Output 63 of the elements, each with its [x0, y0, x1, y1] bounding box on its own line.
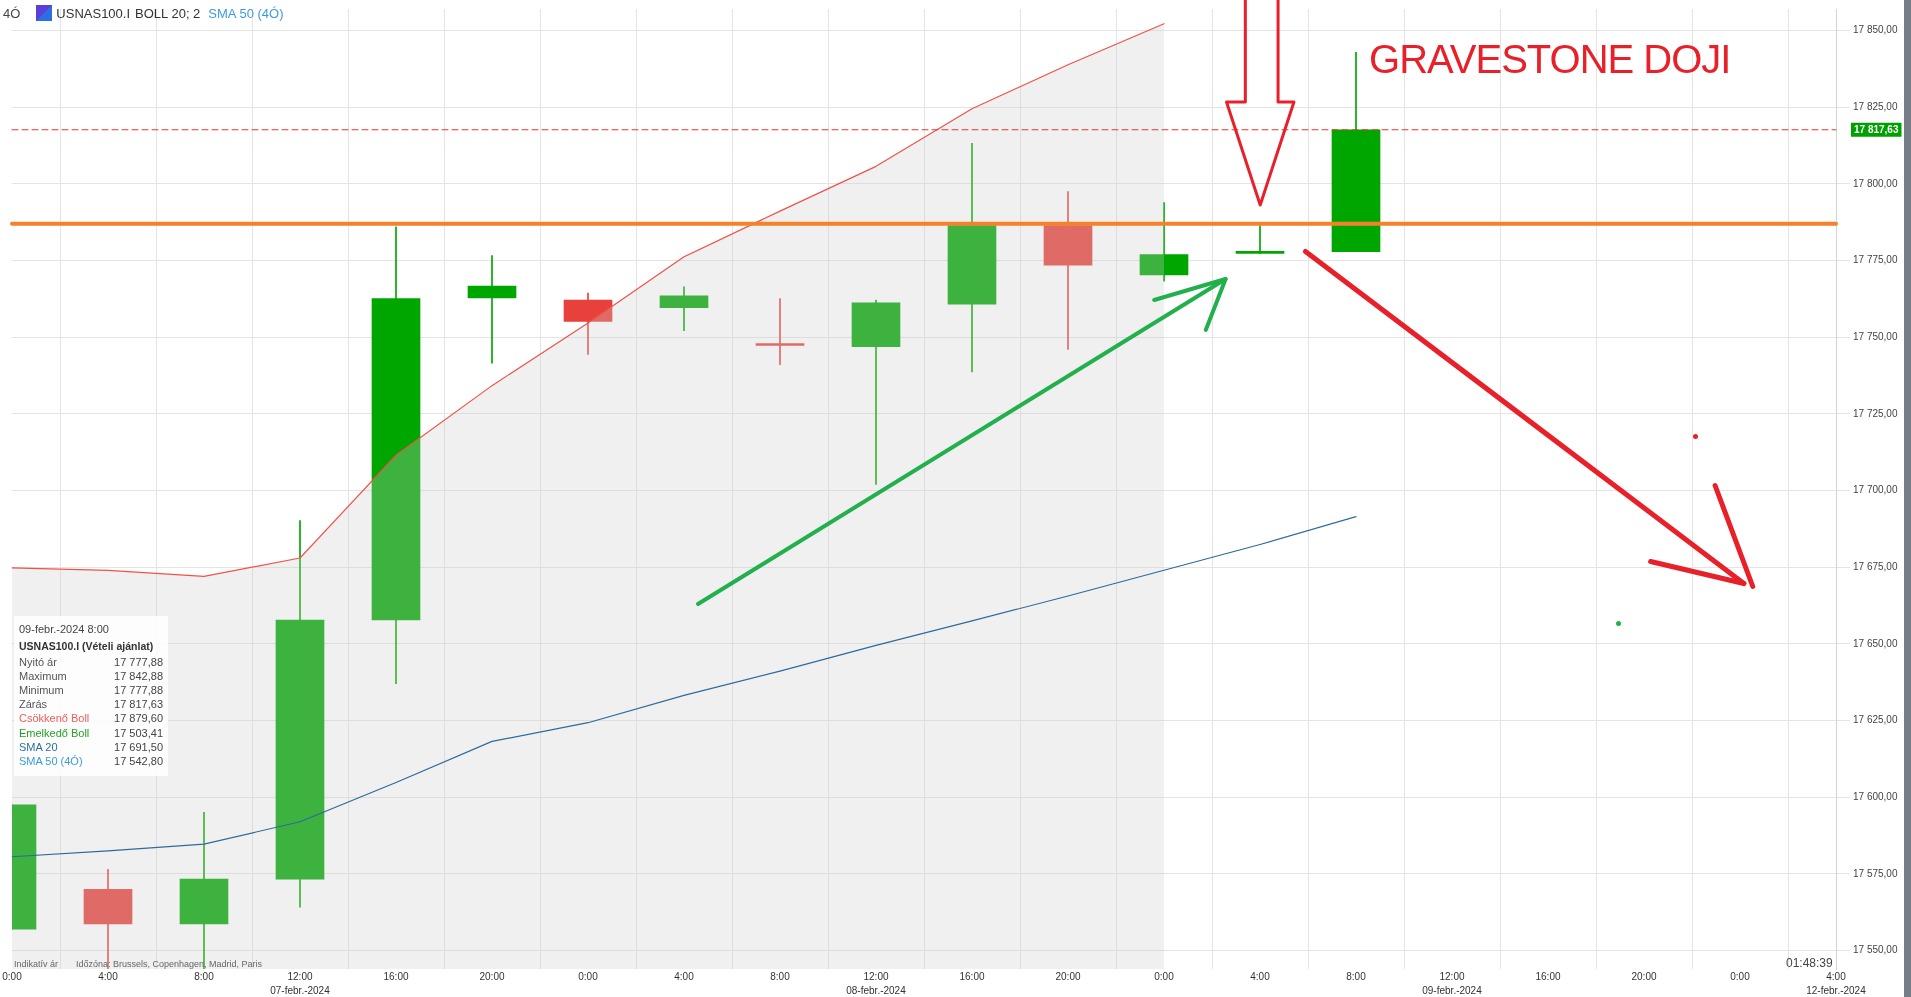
annotation: 17 691,50 [114, 740, 163, 753]
x-tick-label: 8:00 [1346, 970, 1367, 982]
y-tick-label: 17 850,00 [1853, 24, 1898, 36]
annotation: 17 777,88 [114, 683, 163, 696]
x-tick-label: 0:00 [578, 970, 599, 982]
annotation: Csökkenő Boll [19, 712, 90, 725]
annotation: 17 817,63 [114, 698, 163, 711]
candlestick [1235, 225, 1285, 254]
ref-line-label: 17 817,63 [1854, 124, 1899, 135]
candlestick [851, 299, 901, 485]
annotation: Zárás [19, 698, 48, 711]
annotation: Indikatív ár [14, 959, 59, 969]
annotation: 17 879,60 [114, 712, 163, 725]
annotation: Nyitó ár [19, 655, 57, 668]
y-tick-label: 17 725,00 [1853, 407, 1898, 419]
y-tick-label: 17 600,00 [1853, 790, 1898, 802]
x-tick-label: 0:00 [1730, 970, 1751, 982]
annotation: GRAVESTONE DOJI [1369, 37, 1731, 82]
y-tick-label: 17 800,00 [1853, 177, 1898, 189]
annotation: SMA 50 (4Ó) [19, 754, 83, 767]
annotation: 17 842,88 [114, 669, 163, 682]
annotation: Minimum [19, 683, 64, 696]
chart-title: 4Ó [3, 5, 21, 21]
x-tick-label: 0:00 [2, 970, 23, 982]
candlestick [755, 298, 805, 366]
annotation: Emelkedő Boll [19, 726, 90, 739]
x-tick-label: 8:00 [770, 970, 791, 982]
x-tick-label: 0:00 [1154, 970, 1175, 982]
y-tick-label: 17 575,00 [1853, 867, 1898, 879]
annotation: 17 542,80 [114, 754, 163, 767]
y-tick-label: 17 650,00 [1853, 637, 1898, 649]
chart-subtitle: USNAS100.I [56, 5, 131, 21]
x-tick-label: 8:00 [194, 970, 215, 982]
y-tick-label: 17 825,00 [1853, 100, 1898, 112]
annotation: 09-febr.-2024 8:00 [19, 622, 109, 635]
y-tick-label: 17 550,00 [1853, 944, 1898, 956]
annotation: 17 777,88 [114, 655, 163, 668]
annotation: BOLL 20; 2 [135, 5, 201, 21]
x-tick-label: 4:00 12-febr.-2024 [1806, 970, 1867, 996]
x-tick-label: 20:00 [1055, 970, 1081, 982]
annotation: SMA 20 [19, 740, 58, 753]
x-tick-label: 16:00 [1535, 970, 1561, 982]
y-tick-label: 17 700,00 [1853, 484, 1898, 496]
x-tick-label: 4:00 [1250, 970, 1271, 982]
x-tick-label: 12:00 09-febr.-2024 [1422, 970, 1483, 996]
y-tick-label: 17 625,00 [1853, 714, 1898, 726]
annotation: Maximum [19, 669, 67, 682]
x-tick-label: 4:00 [674, 970, 695, 982]
x-tick-label: 4:00 [98, 970, 119, 982]
annotation: 01:48:39 [1786, 956, 1833, 970]
x-tick-label: 20:00 [1631, 970, 1657, 982]
y-tick-label: 17 775,00 [1853, 254, 1898, 266]
x-tick-label: 16:00 [383, 970, 409, 982]
y-tick-label: 17 675,00 [1853, 560, 1898, 572]
x-tick-label: 20:00 [479, 970, 505, 982]
annotation: USNAS100.I (Vételi ajánlat) [19, 639, 154, 652]
y-tick-label: 17 750,00 [1853, 330, 1898, 342]
candlestick [467, 255, 517, 364]
x-tick-label: 12:00 07-febr.-2024 [270, 970, 331, 996]
annotation: 17 503,41 [114, 726, 163, 739]
x-tick-label: 12:00 08-febr.-2024 [846, 970, 907, 996]
x-tick-label: 16:00 [959, 970, 985, 982]
annotation: SMA 50 (4Ó) [208, 5, 284, 21]
